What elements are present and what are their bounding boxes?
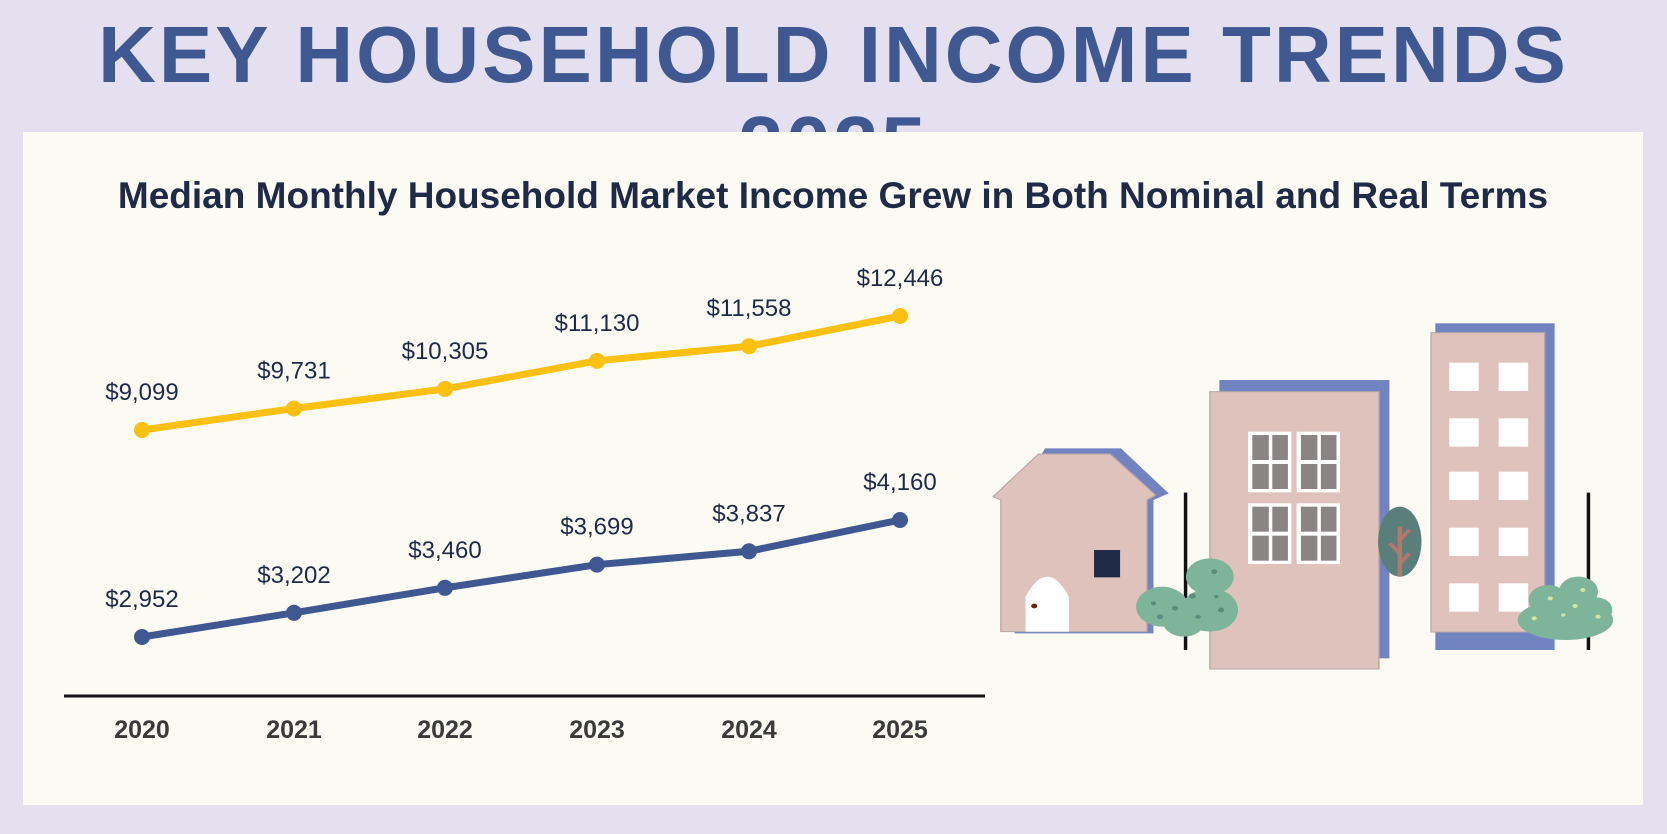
data-point-real: [892, 512, 908, 528]
x-tick-label: 2024: [721, 716, 777, 744]
data-point-real: [741, 543, 757, 560]
x-tick-label: 2025: [872, 716, 928, 744]
data-point-real: [286, 604, 302, 621]
data-point-real: [134, 629, 150, 645]
midrise-building-icon: [1209, 380, 1390, 670]
data-label: $10,305: [402, 338, 489, 365]
data-label: $2,952: [105, 586, 178, 613]
bush-icon: [1136, 558, 1239, 637]
data-label: $11,558: [707, 295, 792, 322]
data-label: $11,130: [555, 310, 640, 337]
data-label: $3,202: [257, 562, 330, 589]
data-point-nominal: [437, 380, 453, 397]
data-point-real: [589, 556, 605, 573]
data-label: $3,460: [408, 537, 481, 564]
tree-icon: [1378, 506, 1422, 577]
data-label: $3,837: [712, 500, 785, 527]
data-label: $9,731: [257, 357, 330, 384]
data-label: $3,699: [560, 514, 633, 541]
chart-title: Median Monthly Household Market Income G…: [117, 175, 1549, 216]
x-tick-label: 2021: [266, 716, 322, 744]
house-icon: [992, 448, 1169, 634]
shrub-icon: [1517, 576, 1614, 640]
data-point-nominal: [134, 422, 150, 438]
data-label: $9,099: [105, 379, 178, 406]
series-line-nominal: [141, 312, 901, 434]
data-point-nominal: [741, 338, 757, 355]
x-tick-label: 2022: [417, 716, 473, 744]
series-line-real: [141, 516, 901, 641]
data-point-nominal: [286, 400, 302, 417]
x-tick-label: 2020: [114, 716, 170, 744]
x-tick-label: 2023: [569, 716, 625, 744]
data-point-nominal: [892, 308, 908, 324]
buildings-illustration: [992, 323, 1614, 670]
data-point-real: [437, 579, 453, 596]
data-label: $12,446: [857, 265, 944, 292]
data-point-nominal: [589, 352, 605, 369]
data-label: $4,160: [863, 469, 936, 496]
